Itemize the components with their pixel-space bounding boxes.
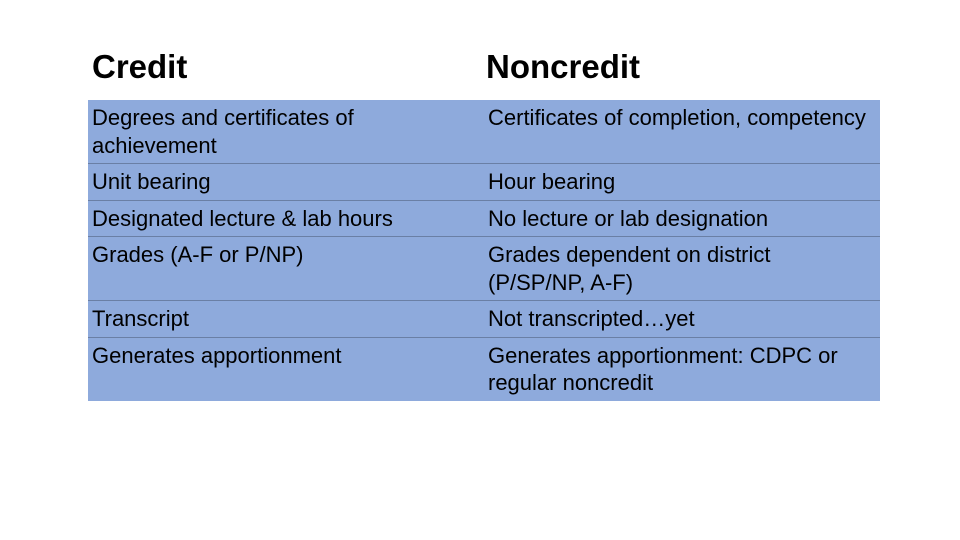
slide: Credit Noncredit Degrees and certificate… <box>0 0 960 540</box>
noncredit-cell: Not transcripted…yet <box>484 301 880 338</box>
table-row: Grades (A-F or P/NP)Grades dependent on … <box>88 237 880 301</box>
table-row: Designated lecture & lab hoursNo lecture… <box>88 200 880 237</box>
table-row: TranscriptNot transcripted…yet <box>88 301 880 338</box>
noncredit-cell: No lecture or lab designation <box>484 200 880 237</box>
credit-cell: Unit bearing <box>88 164 484 201</box>
header-noncredit: Noncredit <box>486 48 880 86</box>
table-row: Generates apportionmentGenerates apporti… <box>88 337 880 401</box>
credit-cell: Degrees and certificates of achievement <box>88 100 484 164</box>
header-credit: Credit <box>88 48 486 86</box>
credit-cell: Designated lecture & lab hours <box>88 200 484 237</box>
noncredit-cell: Hour bearing <box>484 164 880 201</box>
table-row: Degrees and certificates of achievementC… <box>88 100 880 164</box>
column-headers: Credit Noncredit <box>88 48 880 86</box>
credit-cell: Generates apportionment <box>88 337 484 401</box>
noncredit-cell: Generates apportionment: CDPC or regular… <box>484 337 880 401</box>
credit-cell: Grades (A-F or P/NP) <box>88 237 484 301</box>
table-row: Unit bearingHour bearing <box>88 164 880 201</box>
credit-cell: Transcript <box>88 301 484 338</box>
comparison-table: Degrees and certificates of achievementC… <box>88 100 880 401</box>
table-body: Degrees and certificates of achievementC… <box>88 100 880 401</box>
noncredit-cell: Certificates of completion, competency <box>484 100 880 164</box>
noncredit-cell: Grades dependent on district (P/SP/NP, A… <box>484 237 880 301</box>
